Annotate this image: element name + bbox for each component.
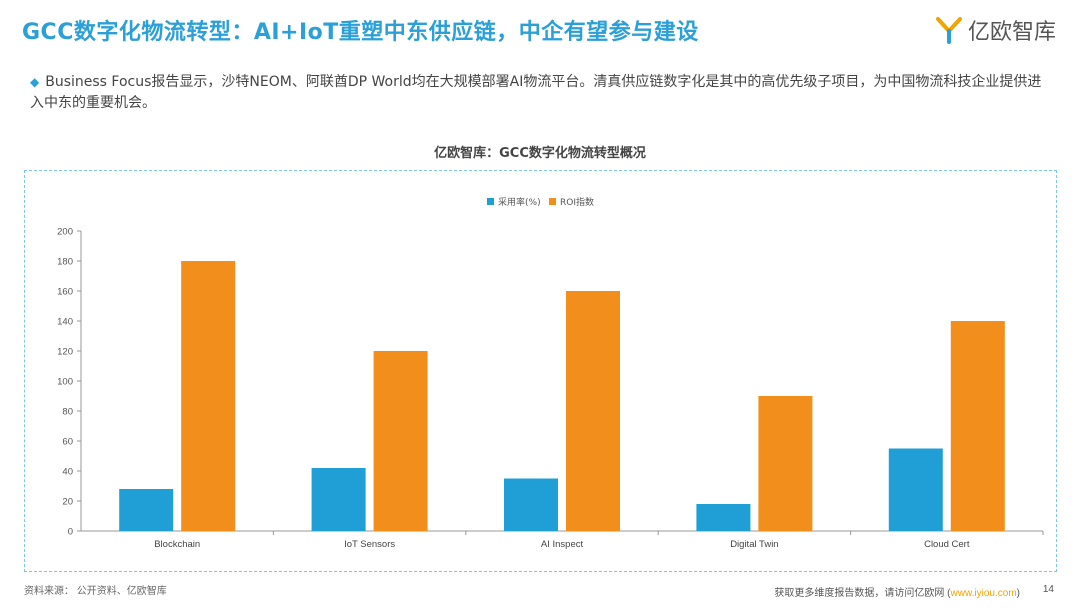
y-tick-label: 140 bbox=[57, 317, 73, 328]
bar-adoption bbox=[311, 468, 366, 531]
y-tick-label: 60 bbox=[62, 437, 73, 448]
y-tick-label: 40 bbox=[62, 467, 73, 478]
bar-adoption bbox=[888, 448, 943, 531]
logo-icon bbox=[935, 17, 962, 44]
x-tick-label: AI Inspect bbox=[541, 539, 584, 550]
legend-swatch bbox=[549, 198, 556, 205]
bar-adoption bbox=[504, 478, 558, 531]
bar-roi bbox=[950, 321, 1005, 531]
y-tick-label: 120 bbox=[57, 347, 73, 358]
bar-roi bbox=[181, 261, 236, 531]
summary-text: Business Focus报告显示，沙特NEOM、阿联酋DP World均在大… bbox=[30, 74, 1042, 111]
footer-more-prefix: 获取更多维度报告数据，请访问亿欧网 ( bbox=[774, 588, 951, 599]
x-tick-label: Cloud Cert bbox=[924, 539, 970, 550]
footer-more-suffix: ) bbox=[1016, 588, 1020, 599]
footer-link[interactable]: www.iyiou.com bbox=[950, 588, 1017, 599]
page-title: GCC数字化物流转型：AI+IoT重塑中东供应链，中企有望参与建设 bbox=[22, 20, 699, 45]
bar-adoption bbox=[696, 504, 751, 531]
diamond-bullet-icon: ◆ bbox=[30, 75, 40, 89]
bar-roi bbox=[373, 351, 428, 531]
chart-title: 亿欧智库：GCC数字化物流转型概况 bbox=[434, 146, 646, 161]
footer-more: 获取更多维度报告数据，请访问亿欧网 (www.iyiou.com) bbox=[774, 584, 1020, 599]
y-tick-label: 160 bbox=[57, 287, 73, 298]
logo-text: 亿欧智库 bbox=[967, 20, 1056, 45]
y-tick-label: 180 bbox=[57, 257, 73, 268]
y-tick-label: 100 bbox=[57, 377, 73, 388]
legend-label: ROI指数 bbox=[560, 196, 594, 208]
legend-swatch bbox=[487, 198, 494, 205]
bar-roi bbox=[758, 396, 813, 531]
x-tick-label: IoT Sensors bbox=[344, 539, 395, 550]
y-tick-label: 20 bbox=[62, 497, 73, 508]
legend-label: 采用率(%) bbox=[498, 196, 541, 208]
y-tick-label: 80 bbox=[62, 407, 73, 418]
x-tick-label: Blockchain bbox=[154, 539, 200, 550]
bar-adoption bbox=[119, 489, 174, 531]
y-tick-label: 0 bbox=[68, 527, 73, 538]
bar-chart: 0 20 40 60 80 100 120 140 160 180 200 Blockchain IoT… bbox=[57, 196, 1044, 550]
summary-bullet: ◆ Business Focus报告显示，沙特NEOM、阿联酋DP World均在… bbox=[30, 72, 1050, 114]
logo: 亿欧智库 bbox=[934, 14, 1056, 46]
chart-container: 0 20 40 60 80 100 120 140 160 180 200 Blockchain IoT… bbox=[24, 170, 1057, 572]
source-note: 资料来源： 公开资料、亿欧智库 bbox=[24, 586, 167, 597]
y-tick-label: 200 bbox=[57, 227, 73, 238]
x-tick-label: Digital Twin bbox=[730, 539, 778, 550]
bar-roi bbox=[566, 291, 620, 531]
page-number: 14 bbox=[1042, 584, 1054, 595]
